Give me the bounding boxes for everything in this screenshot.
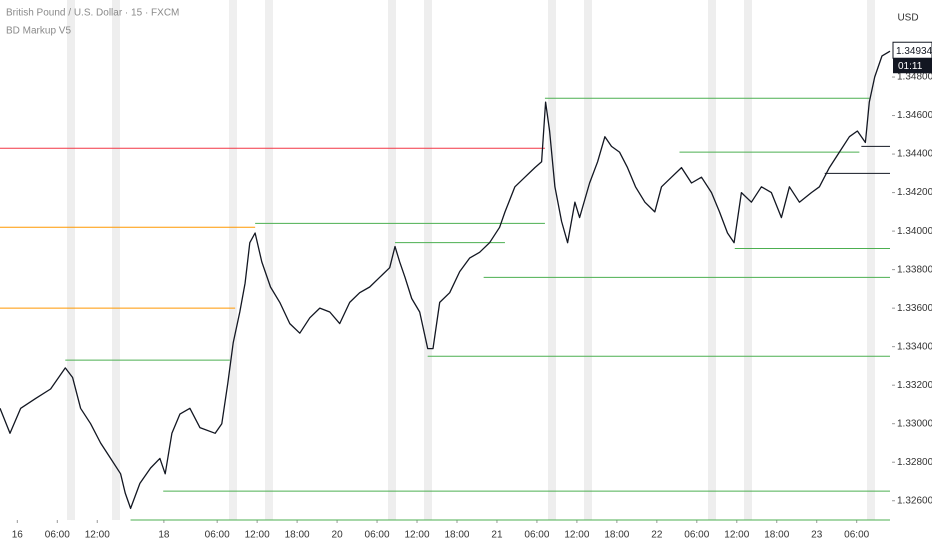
session-band: [229, 0, 237, 520]
y-tick-label: 1.34400: [897, 149, 932, 160]
session-band: [744, 0, 752, 520]
y-tick-label: 1.32800: [897, 457, 932, 468]
x-tick-label: 18: [158, 530, 170, 541]
session-band: [548, 0, 556, 520]
y-tick-label: 1.33400: [897, 341, 932, 352]
x-tick-label: 12:00: [724, 530, 749, 541]
x-tick-label: 06:00: [684, 530, 709, 541]
price-tag-label: 1.34934: [896, 46, 932, 57]
x-tick-label: 22: [651, 530, 663, 541]
x-tick-label: 23: [811, 530, 823, 541]
x-tick-label: 12:00: [245, 530, 270, 541]
x-tick-label: 06:00: [844, 530, 869, 541]
x-tick-label: 06:00: [45, 530, 70, 541]
x-tick-label: 16: [12, 530, 24, 541]
y-tick-label: 1.34600: [897, 110, 932, 121]
y-tick-label: 1.33600: [897, 303, 932, 314]
session-band: [67, 0, 75, 520]
session-band: [867, 0, 875, 520]
session-band: [112, 0, 120, 520]
session-band: [265, 0, 273, 520]
session-band: [424, 0, 432, 520]
x-tick-label: 06:00: [524, 530, 549, 541]
x-tick-label: 18:00: [444, 530, 469, 541]
x-tick-label: 12:00: [564, 530, 589, 541]
y-tick-label: 1.33800: [897, 264, 932, 275]
y-tick-label: 1.34200: [897, 187, 932, 198]
y-tick-label: 1.33200: [897, 380, 932, 391]
x-tick-label: 06:00: [205, 530, 230, 541]
y-tick-label: 1.34800: [897, 72, 932, 83]
y-tick-label: 1.34000: [897, 226, 932, 237]
x-tick-label: 18:00: [764, 530, 789, 541]
countdown-label: 01:11: [898, 61, 923, 72]
x-tick-label: 12:00: [405, 530, 430, 541]
countdown-box: [893, 58, 932, 74]
x-tick-label: 21: [491, 530, 503, 541]
chart-title: British Pound / U.S. Dollar · 15 · FXCM: [6, 8, 179, 19]
x-tick-label: 06:00: [365, 530, 390, 541]
x-tick-label: 20: [332, 530, 344, 541]
x-tick-label: 18:00: [285, 530, 310, 541]
y-tick-label: 1.33000: [897, 418, 932, 429]
session-band: [584, 0, 592, 520]
session-bands: [67, 0, 875, 520]
session-band: [708, 0, 716, 520]
x-tick-label: 12:00: [85, 530, 110, 541]
x-tick-label: 18:00: [604, 530, 629, 541]
price-line: [0, 50, 891, 510]
chart-subtitle: BD Markup V5: [6, 26, 71, 37]
y-axis-label: USD: [897, 13, 918, 24]
y-tick-label: 1.32600: [897, 495, 932, 506]
